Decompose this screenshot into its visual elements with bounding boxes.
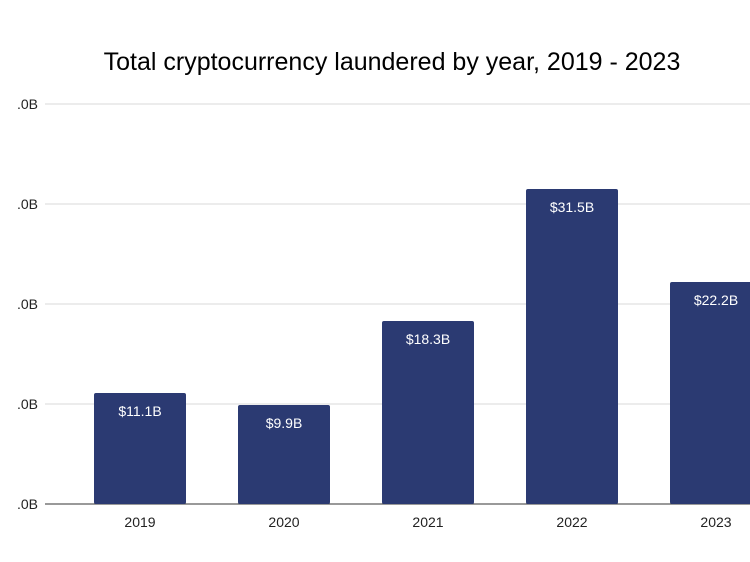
- y-tick-label: .0B: [17, 196, 38, 212]
- y-axis-ticks: .0B .0B .0B .0B .0B: [17, 96, 38, 512]
- data-label-2019: $11.1B: [118, 403, 161, 419]
- bar-2021: [382, 321, 474, 504]
- bar-2020: [238, 405, 330, 504]
- x-tick-label: 2022: [556, 514, 587, 530]
- x-axis-ticks: 2019 2020 2021 2022 2023: [124, 514, 731, 530]
- y-tick-label: .0B: [17, 96, 38, 112]
- data-label-2022: $31.5B: [550, 199, 594, 215]
- y-tick-label: .0B: [17, 496, 38, 512]
- x-tick-label: 2020: [268, 514, 299, 530]
- bar-2019: [94, 393, 186, 504]
- y-tick-label: .0B: [17, 396, 38, 412]
- data-label-2020: $9.9B: [266, 415, 303, 431]
- chart-title: Total cryptocurrency laundered by year, …: [104, 48, 681, 76]
- bar-2023: [670, 282, 750, 504]
- data-label-2023: $22.2B: [694, 292, 738, 308]
- bars: $11.1B $9.9B $18.3B $31.5B $22.2B: [94, 189, 750, 504]
- bar-2022: [526, 189, 618, 504]
- y-tick-label: .0B: [17, 296, 38, 312]
- x-tick-label: 2023: [700, 514, 731, 530]
- data-label-2021: $18.3B: [406, 331, 450, 347]
- x-tick-label: 2019: [124, 514, 155, 530]
- x-tick-label: 2021: [412, 514, 443, 530]
